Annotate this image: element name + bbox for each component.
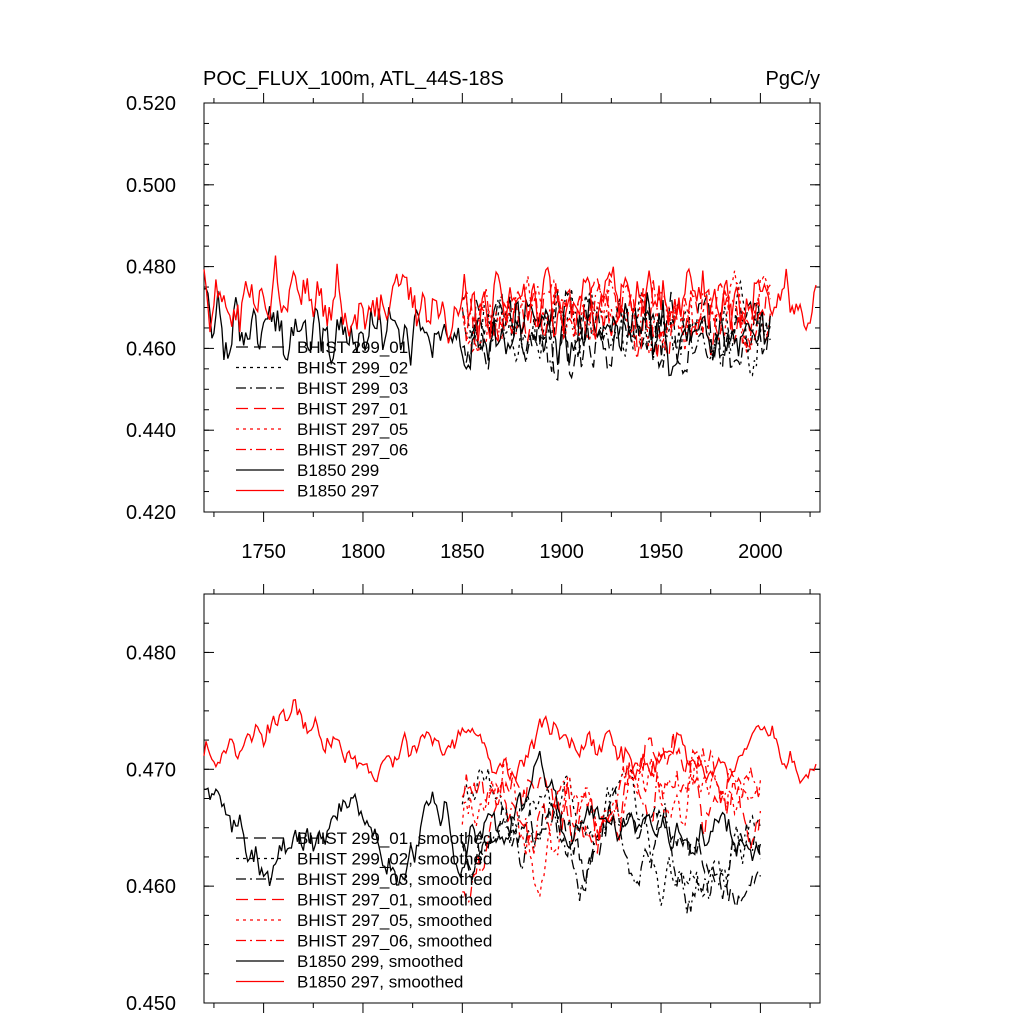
axes-bottom: 0.450 0.460 0.470 0.480 xyxy=(126,584,820,1015)
units-label: PgC/y xyxy=(766,68,820,90)
x-tick-label: 2000 xyxy=(738,541,783,563)
y-tick-label: 0.440 xyxy=(126,420,176,442)
legend-label: B1850 299, smoothed xyxy=(297,952,463,971)
legend-label: BHIST 297_01 xyxy=(297,400,408,419)
x-tick-label: 1800 xyxy=(341,541,386,563)
legend-label: BHIST 299_02 xyxy=(297,359,408,378)
top-panel: POC_FLUX_100m, ATL_44S-18S PgC/y 0.4200.… xyxy=(126,68,821,563)
y-tick-label: 0.480 xyxy=(126,642,176,664)
x-tick-label: 1750 xyxy=(241,541,286,563)
series-line xyxy=(461,276,771,359)
legend-label: BHIST 297_05, smoothed xyxy=(297,911,492,930)
legend-label: B1850 299 xyxy=(297,461,379,480)
chart-title: POC_FLUX_100m, ATL_44S-18S xyxy=(203,68,504,90)
axes-top: 0.420 0.440 0.460 0.480 0.500 0.520 1750 1800 18… xyxy=(126,93,820,563)
legend-label: BHIST 299_03, smoothed xyxy=(297,870,492,889)
legend-label: B1850 297, smoothed xyxy=(297,973,463,992)
y-tick-label: 0.450 xyxy=(126,993,176,1015)
series-lines-top xyxy=(203,255,817,382)
x-tick-label: 1900 xyxy=(539,541,584,563)
legend-label: B1850 297 xyxy=(297,482,379,501)
y-tick-label: 0.460 xyxy=(126,876,176,898)
legend-label: BHIST 297_06 xyxy=(297,441,408,460)
x-tick-label: 1850 xyxy=(440,541,485,563)
y-tick-label: 0.470 xyxy=(126,759,176,781)
legend-label: BHIST 297_06, smoothed xyxy=(297,932,492,951)
series-line xyxy=(204,750,762,887)
series-line xyxy=(461,799,762,914)
legend-label: BHIST 299_02, smoothed xyxy=(297,850,492,869)
series-line xyxy=(203,255,817,344)
series-line xyxy=(203,699,817,785)
series-line xyxy=(462,278,771,359)
series-lines-bottom xyxy=(203,699,817,914)
series-line xyxy=(203,287,771,377)
legend-label: BHIST 299_01, smoothed xyxy=(297,829,492,848)
legend-label: BHIST 299_03 xyxy=(297,379,408,398)
y-tick-label: 0.480 xyxy=(126,257,176,279)
legend-label: BHIST 299_01 xyxy=(297,338,408,357)
legend-bottom: BHIST 299_01, smoothed BHIST 299_02, smoo… xyxy=(236,829,492,992)
legend-label: BHIST 297_05 xyxy=(297,420,408,439)
x-tick-label: 1950 xyxy=(639,541,684,563)
series-line xyxy=(461,731,762,854)
y-tick-label: 0.500 xyxy=(126,175,176,197)
legend-label: BHIST 297_01, smoothed xyxy=(297,891,492,910)
series-line xyxy=(461,764,762,906)
series-line xyxy=(462,748,762,904)
y-tick-label: 0.420 xyxy=(126,502,176,524)
y-tick-label: 0.520 xyxy=(126,93,176,115)
series-line xyxy=(461,279,771,377)
bottom-panel: 0.450 0.460 0.470 0.480 BHIST 299_01, smoot… xyxy=(126,584,821,1015)
y-tick-label: 0.460 xyxy=(126,338,176,360)
